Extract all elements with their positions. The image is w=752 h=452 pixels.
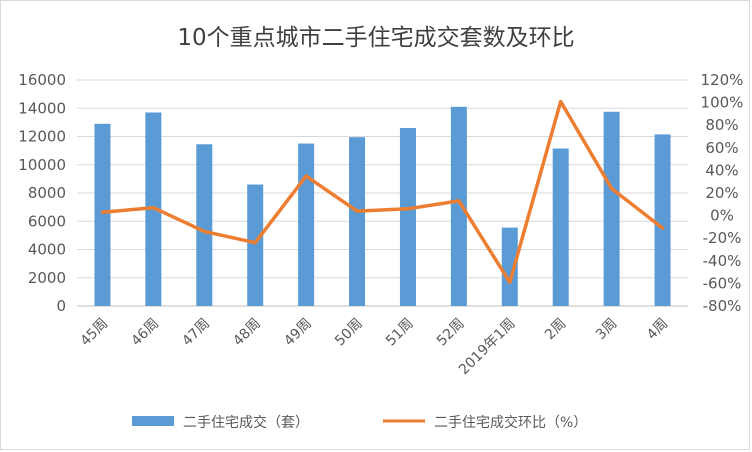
legend-bar-swatch: [132, 416, 174, 426]
bar: [654, 134, 671, 306]
right-axis-tick-label: 40%: [705, 161, 738, 179]
right-axis-tick-label: 0%: [710, 207, 734, 225]
right-axis-tick-label: 80%: [705, 116, 738, 134]
left-axis-tick-label: 8000: [28, 184, 66, 202]
x-axis-tick-label: 45周: [77, 316, 111, 350]
x-axis-tick-label: 2周: [542, 316, 570, 344]
x-axis-tick-label: 50周: [332, 316, 366, 350]
right-axis-tick-label: 100%: [701, 94, 744, 112]
left-axis-tick-label: 12000: [18, 128, 66, 146]
x-axis-tick-label: 48周: [230, 316, 264, 350]
bar: [196, 144, 213, 306]
left-axis-tick-label: 14000: [18, 99, 66, 117]
bar: [349, 137, 366, 306]
bar: [399, 128, 416, 306]
right-axis-tick-label: -60%: [703, 274, 742, 292]
x-axis-tick-label: 47周: [179, 316, 213, 350]
x-axis-tick-label: 4周: [644, 316, 672, 344]
right-axis-tick-label: 60%: [705, 139, 738, 157]
series-line: [100, 99, 665, 285]
right-axis-tick-label: 20%: [705, 184, 738, 202]
bar: [450, 106, 467, 307]
bar: [603, 111, 620, 306]
x-axis-tick-label: 49周: [281, 316, 315, 350]
left-axis-tick-label: 6000: [28, 212, 66, 230]
bar: [247, 184, 264, 306]
left-axis-tick-label: 10000: [18, 156, 66, 174]
right-axis-tick-label: -80%: [703, 297, 742, 315]
legend-bar-label: 二手住宅成交（套）: [183, 414, 309, 431]
bar: [501, 227, 518, 306]
legend-line-label: 二手住宅成交环比（%）: [434, 414, 587, 431]
line-series: [100, 99, 665, 285]
bar: [94, 123, 111, 306]
gridlines: [77, 79, 688, 307]
left-axis-tick-label: 2000: [28, 269, 66, 287]
left-axis-tick-label: 0: [56, 297, 66, 315]
bar: [552, 148, 569, 306]
left-axis: 0 2000 4000 6000 8000 10000 12000 14000 16000: [18, 71, 66, 315]
x-axis-tick-label: 51周: [383, 316, 417, 350]
left-axis-tick-label: 16000: [18, 71, 66, 89]
right-axis-tick-label: -40%: [703, 252, 742, 270]
bar: [298, 143, 315, 306]
right-axis-tick-label: 120%: [701, 71, 744, 89]
chart-title: 10个重点城市二手住宅成交套数及环比: [177, 25, 574, 51]
x-axis-tick-label: 46周: [128, 316, 162, 350]
x-axis-tick-label: 3周: [593, 316, 621, 344]
legend: 二手住宅成交（套） 二手住宅成交环比（%）: [132, 414, 587, 431]
x-axis-tick-label: 52周: [434, 316, 468, 350]
left-axis-tick-label: 4000: [28, 241, 66, 259]
right-axis: -80% -60% -40% -20% 0% 20% 40% 60% 80% 100% 120%: [701, 71, 744, 315]
right-axis-tick-label: -20%: [703, 229, 742, 247]
